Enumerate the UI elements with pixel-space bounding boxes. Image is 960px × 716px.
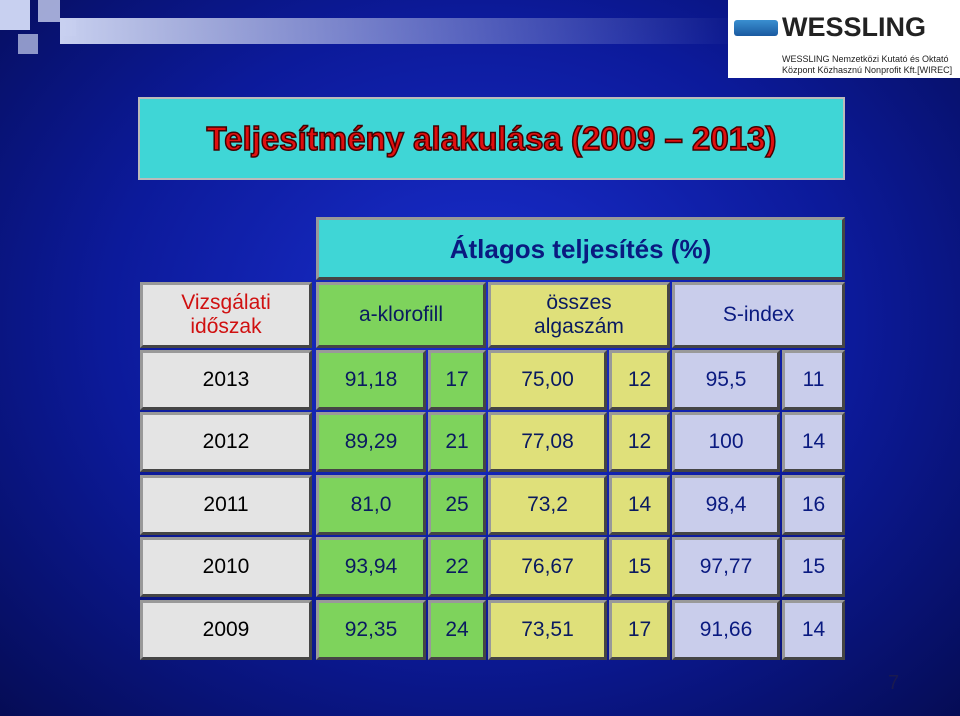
cell-text: 76,67 [521, 555, 574, 578]
decor [38, 0, 60, 22]
cell-text: 89,29 [344, 430, 398, 453]
cell-text: 21 [445, 430, 469, 453]
table-cell: 24 [428, 600, 486, 660]
table-cell: 100 [672, 412, 780, 472]
cell-text: 22 [445, 555, 469, 578]
cell-text: 17 [445, 368, 469, 391]
table-cell: 16 [782, 475, 845, 535]
cell-text: összes [546, 291, 612, 314]
table-cell: 97,77 [672, 537, 780, 597]
table-cell: 2010 [140, 537, 312, 597]
table-cell: 2013 [140, 350, 312, 410]
cell-text: 92,35 [344, 618, 398, 641]
cell-text: 77,08 [521, 430, 574, 453]
table-cell: 73,51 [488, 600, 607, 660]
cell-text: a-klorofill [358, 303, 444, 326]
table-cell: 73,2 [488, 475, 607, 535]
cell-text: 15 [627, 555, 652, 578]
cell-text: 100 [708, 430, 744, 453]
table-cell: 2011 [140, 475, 312, 535]
logo-name: WESSLING [782, 12, 927, 42]
group-header: Átlagos teljesítés (%) [316, 217, 845, 280]
cell-text: 97,77 [699, 555, 753, 578]
cell-text: 14 [627, 493, 652, 516]
cell-text: 2012 [202, 430, 250, 453]
column-header: összes algaszám [488, 282, 670, 348]
cell-text: Vizsgálati [181, 291, 271, 314]
cell-text: 16 [801, 493, 826, 516]
title-box: Teljesítmény alakulása (2009 – 2013) [138, 97, 845, 180]
logo: WESSLING WESSLING Nemzetközi Kutató és O… [728, 0, 960, 78]
table-cell: 22 [428, 537, 486, 597]
table-cell: 92,35 [316, 600, 426, 660]
cell-text: 15 [801, 555, 826, 578]
cell-text: 11 [802, 368, 825, 391]
table-cell: 91,18 [316, 350, 426, 410]
cell-text: 17 [627, 618, 652, 641]
table-cell: 14 [782, 412, 845, 472]
cell-text: algaszám [534, 315, 624, 338]
decor [18, 34, 38, 54]
table-cell: 95,5 [672, 350, 780, 410]
column-header: Vizsgálati időszak [140, 282, 312, 348]
table-cell: 14 [782, 600, 845, 660]
table-cell: 76,67 [488, 537, 607, 597]
table-cell: 77,08 [488, 412, 607, 472]
cell-text: S-index [722, 303, 795, 326]
cell-text: 91,18 [344, 368, 398, 391]
cell-text: 2011 [203, 493, 249, 516]
cell-text: 81,0 [350, 493, 392, 516]
cell-text: 2013 [202, 368, 250, 391]
cell-text: 73,51 [521, 618, 574, 641]
table-cell: 14 [609, 475, 670, 535]
table-cell: 98,4 [672, 475, 780, 535]
table-cell: 75,00 [488, 350, 607, 410]
table-cell: 25 [428, 475, 486, 535]
logo-line: Központ Közhasznú Nonprofit Kft.[WIREC] [782, 65, 953, 75]
table-cell: 2009 [140, 600, 312, 660]
cell-text: 91,66 [699, 618, 753, 641]
cell-text: 93,94 [344, 555, 398, 578]
cell-text: 95,5 [705, 368, 747, 391]
cell-text: Átlagos teljesítés (%) [449, 233, 712, 264]
cell-text: 73,2 [527, 493, 568, 516]
table-cell: 11 [782, 350, 845, 410]
cell-text: 12 [627, 430, 652, 453]
page-number: 7 [888, 672, 900, 694]
table-cell: 12 [609, 412, 670, 472]
cell-text: 14 [801, 430, 826, 453]
cell-text: 2010 [202, 555, 250, 578]
title: Teljesítmény alakulása (2009 – 2013) [206, 119, 777, 158]
cell-text: 98,4 [705, 493, 747, 516]
cell-text: 75,00 [521, 368, 574, 391]
table-cell: 93,94 [316, 537, 426, 597]
decor-bar [60, 18, 740, 44]
cell-text: 14 [801, 618, 826, 641]
cell-text: 2009 [202, 618, 250, 641]
column-header: a-klorofill [316, 282, 486, 348]
table-cell: 21 [428, 412, 486, 472]
table-cell: 81,0 [316, 475, 426, 535]
cell-text: 25 [445, 493, 469, 516]
cell-text: időszak [190, 315, 262, 338]
table-cell: 89,29 [316, 412, 426, 472]
table-cell: 17 [609, 600, 670, 660]
table-cell: 17 [428, 350, 486, 410]
logo-icon [734, 20, 778, 36]
table-cell: 2012 [140, 412, 312, 472]
table-cell: 91,66 [672, 600, 780, 660]
table-cell: 15 [782, 537, 845, 597]
cell-text: 12 [627, 368, 652, 391]
cell-text: 24 [445, 618, 469, 641]
column-header: S-index [672, 282, 845, 348]
table-cell: 12 [609, 350, 670, 410]
table-cell: 15 [609, 537, 670, 597]
logo-line: WESSLING Nemzetközi Kutató és Oktató [782, 54, 949, 64]
decor [0, 0, 30, 30]
